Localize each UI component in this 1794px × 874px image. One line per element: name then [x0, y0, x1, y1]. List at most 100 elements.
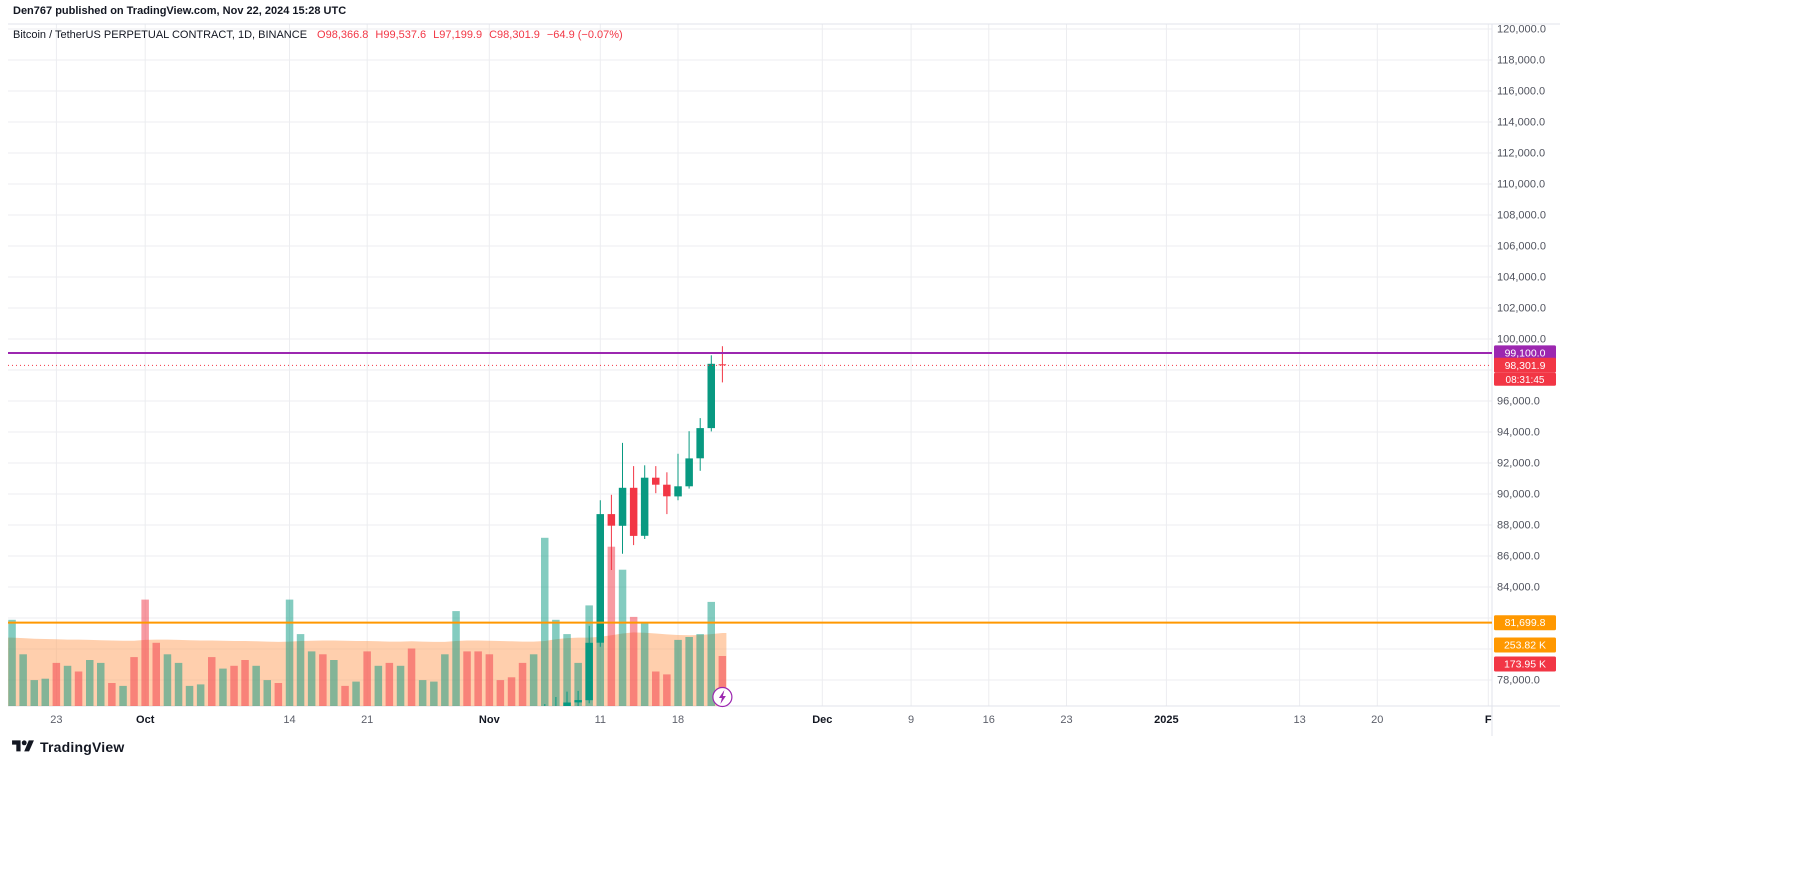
volume-bar — [30, 680, 38, 706]
volume-bar — [374, 665, 383, 706]
volume-bar — [707, 601, 715, 706]
volume-bar — [252, 665, 260, 706]
candle — [497, 812, 505, 814]
price-tick-label: 100,000.0 — [1497, 334, 1546, 346]
price-tick-label: 108,000.0 — [1497, 210, 1546, 222]
candle — [640, 477, 649, 536]
legend-open: O98,366.8 — [317, 29, 369, 41]
candle — [108, 869, 116, 872]
candle — [308, 841, 316, 850]
volume-bar — [352, 681, 360, 706]
volume-bar — [152, 642, 160, 706]
volume-bar — [241, 660, 249, 706]
volume-bar — [263, 680, 271, 706]
time-tick-label: 11 — [595, 714, 606, 726]
volume-bar — [718, 656, 727, 706]
price-tick-label: 118,000.0 — [1497, 55, 1545, 67]
svg-text:81,699.8: 81,699.8 — [1505, 617, 1546, 629]
volume-bar — [163, 654, 172, 706]
volume-bar — [574, 662, 582, 706]
lightning-marker[interactable] — [712, 686, 733, 708]
candle — [463, 761, 471, 767]
candle — [430, 835, 438, 850]
svg-text:98,301.9: 98,301.9 — [1505, 360, 1546, 372]
volume-bar — [474, 651, 482, 706]
candle — [341, 829, 349, 830]
chart-plot-area[interactable] — [8, 24, 1492, 706]
volume-bar — [296, 634, 305, 706]
time-tick-label: Nov — [479, 714, 501, 726]
volume-current-badge: 173.95 K — [1494, 656, 1556, 672]
candle — [718, 364, 727, 366]
price-tick-label: 114,000.0 — [1497, 117, 1545, 129]
price-tick-label: 78,000.0 — [1497, 675, 1540, 687]
candle — [441, 805, 449, 835]
time-tick-label: 18 — [672, 714, 684, 726]
price-tick-label: 102,000.0 — [1497, 303, 1546, 315]
grid-layer — [8, 24, 1492, 706]
volume-bar — [174, 662, 183, 706]
legend: Bitcoin / TetherUS PERPETUAL CONTRACT, 1… — [13, 29, 630, 41]
price-tick-label: 92,000.0 — [1497, 458, 1540, 470]
volume-bar — [19, 654, 27, 706]
svg-text:253.82 K: 253.82 K — [1504, 640, 1546, 652]
volume-bar — [507, 677, 516, 706]
time-tick-label: 9 — [908, 714, 914, 726]
time-tick-label: 14 — [283, 714, 295, 726]
price-tick-label: 94,000.0 — [1497, 427, 1540, 439]
volume-bar — [330, 660, 338, 706]
volume-bar — [52, 662, 61, 706]
price-tick-label: 120,000.0 — [1497, 24, 1546, 36]
legend-change: −64.9 (−0.07%) — [546, 29, 623, 41]
price-tick-label: 90,000.0 — [1497, 489, 1540, 501]
publish-line: Den767 published on TradingView.com, Nov… — [13, 5, 347, 17]
volume-bar — [407, 648, 416, 706]
legend-high: H99,537.6 — [375, 29, 427, 41]
volume-bar — [108, 683, 116, 706]
price-tick-labels: 120,000.0 118,000.0 116,000.0 114,000.0 112,… — [1497, 24, 1546, 687]
tradingview-footer[interactable]: TradingView — [12, 738, 124, 755]
volume-bar — [119, 685, 127, 706]
alert-price-badge: 99,100.0 — [1494, 345, 1556, 361]
candles-layer — [108, 346, 727, 872]
volume-bar — [86, 660, 94, 706]
candle — [119, 871, 127, 872]
candle — [563, 702, 571, 706]
volume-bar — [563, 634, 571, 706]
volume-bar — [285, 599, 294, 706]
symbol-title[interactable]: Bitcoin / TetherUS PERPETUAL CONTRACT, 1… — [13, 29, 308, 41]
volume-bar — [341, 685, 349, 706]
price-tick-label: 84,000.0 — [1497, 582, 1540, 594]
candle — [419, 850, 427, 856]
countdown-badge: 08:31:45 — [1494, 372, 1556, 386]
legend-close: C98,301.9 — [489, 29, 540, 41]
candle — [707, 363, 715, 429]
volume-ma-badge: 253.82 K — [1494, 637, 1556, 653]
legend-low: L97,199.9 — [433, 29, 483, 41]
candle — [319, 841, 327, 844]
candle — [508, 814, 516, 823]
volume-bar — [430, 681, 438, 706]
candle — [607, 514, 616, 526]
lightning-icon — [718, 690, 726, 704]
candle — [519, 823, 527, 837]
candle — [585, 642, 593, 701]
time-tick-label: 23 — [1060, 714, 1072, 726]
volume-bar — [640, 622, 649, 706]
volume-bar — [208, 657, 216, 706]
volume-bar — [685, 637, 693, 706]
time-tick-label: 20 — [1371, 714, 1383, 726]
candle — [297, 850, 305, 866]
volume-bar — [485, 654, 494, 706]
volume-bar — [130, 657, 138, 706]
volume-bar — [441, 654, 449, 706]
time-axis[interactable] — [8, 707, 1492, 735]
volume-bar — [363, 651, 371, 706]
svg-text:99,100.0: 99,100.0 — [1505, 347, 1546, 359]
price-tick-label: 110,000.0 — [1497, 179, 1545, 191]
svg-text:08:31:45: 08:31:45 — [1506, 375, 1545, 386]
price-tick-label: 86,000.0 — [1497, 551, 1540, 563]
volume-bar — [41, 678, 49, 706]
volume-bar — [674, 639, 682, 706]
